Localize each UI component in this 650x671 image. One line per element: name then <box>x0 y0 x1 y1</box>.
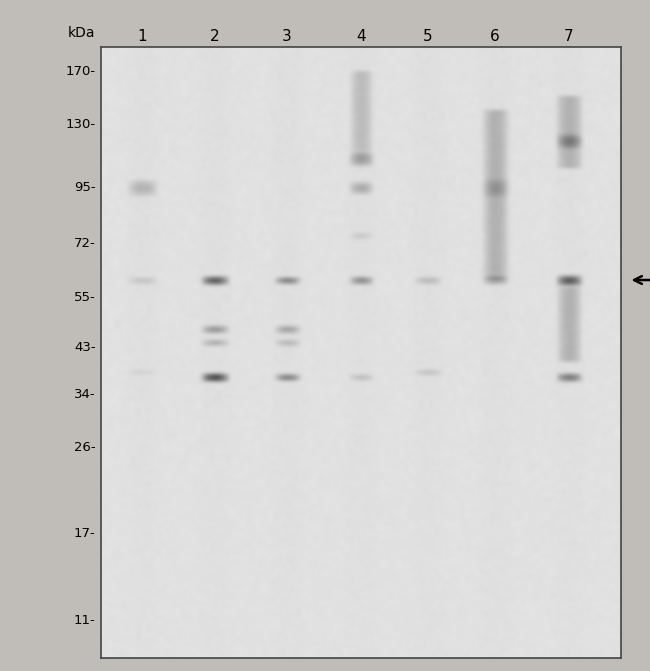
Text: 95-: 95- <box>74 181 96 194</box>
Text: 26-: 26- <box>74 442 96 454</box>
Text: 2: 2 <box>210 29 219 44</box>
Text: 4: 4 <box>356 29 365 44</box>
Text: 5: 5 <box>423 29 433 44</box>
Text: 17-: 17- <box>74 527 96 540</box>
Text: 3: 3 <box>282 29 292 44</box>
Text: 55-: 55- <box>74 291 96 304</box>
Text: 170-: 170- <box>66 65 96 78</box>
Text: 43-: 43- <box>74 341 96 354</box>
Text: 1: 1 <box>137 29 147 44</box>
Text: 72-: 72- <box>74 237 96 250</box>
Text: kDa: kDa <box>68 26 96 40</box>
Text: 7: 7 <box>564 29 573 44</box>
Text: 6: 6 <box>490 29 500 44</box>
Text: 130-: 130- <box>66 118 96 131</box>
Text: 34-: 34- <box>74 387 96 401</box>
Text: 11-: 11- <box>74 615 96 627</box>
